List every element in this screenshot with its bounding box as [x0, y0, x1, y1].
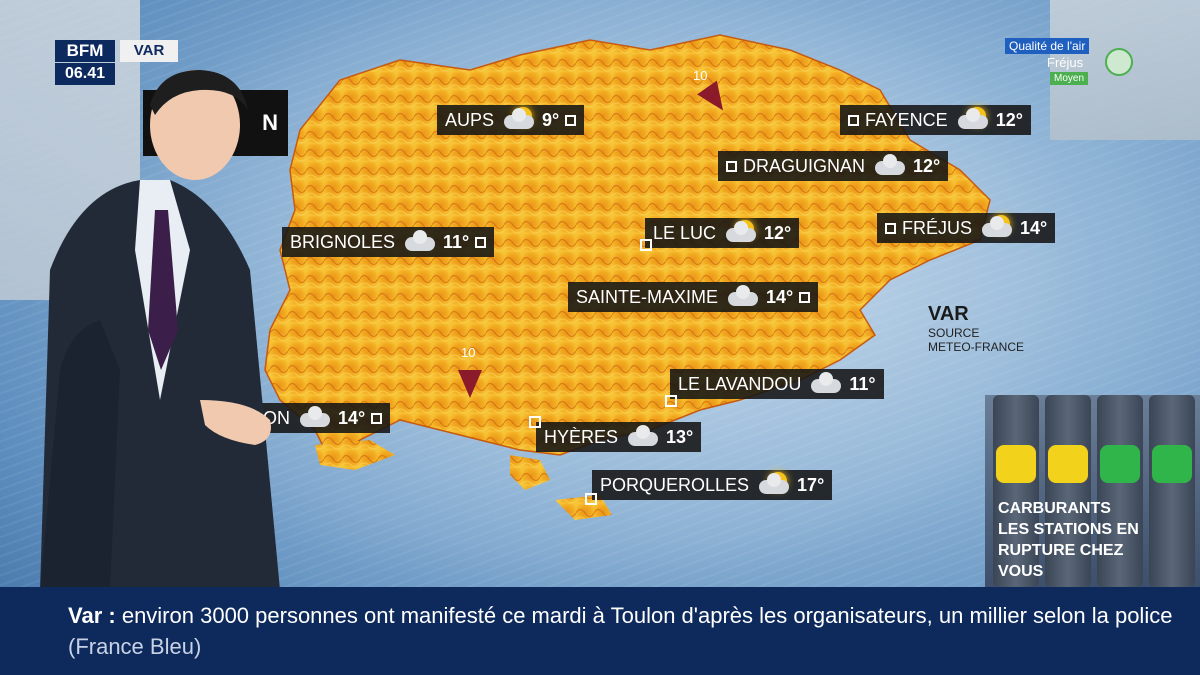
- west-cape: [315, 440, 395, 470]
- cloud-icon: [624, 425, 660, 448]
- city-temperature: 17°: [797, 474, 825, 495]
- source-name: METEO-FRANCE: [928, 340, 1024, 354]
- air-quality-widget: Qualité de l'air Fréjus Moyen: [1005, 38, 1133, 88]
- promo-line: LES STATIONS EN: [998, 521, 1139, 538]
- fuel-pump-icon: [1097, 395, 1143, 587]
- city-location-marker: [640, 239, 652, 251]
- city-tile-frejus: FRÉJUS 14°: [877, 213, 1056, 243]
- ticker-headline: environ 3000 personnes ont manifesté ce …: [121, 603, 1173, 628]
- channel-region: VAR: [120, 40, 178, 62]
- city-temperature: 12°: [995, 109, 1023, 130]
- city-temperature: 11°: [849, 373, 876, 394]
- city-location-marker: [848, 114, 859, 126]
- sun-cloud-icon: [954, 107, 990, 131]
- city-name: FAYENCE: [865, 109, 948, 130]
- city-temperature: 12°: [764, 222, 792, 243]
- city-name: AUPS: [445, 109, 495, 130]
- city-name: LE LUC: [653, 222, 717, 243]
- news-promo-tile[interactable]: [985, 395, 1200, 587]
- city-temperature: 14°: [1020, 217, 1048, 238]
- city-temperature: 14°: [338, 407, 366, 428]
- city-tile-aups: AUPS 9°: [437, 105, 585, 135]
- city-tile-le-luc: LE LUC 12°: [645, 218, 800, 248]
- ticker-label: Var :: [68, 603, 116, 628]
- broadcast-clock: 06.41: [55, 63, 115, 85]
- sun-cloud-icon: [755, 472, 791, 496]
- neutral-face-icon: [1105, 48, 1133, 76]
- cloud-icon: [807, 372, 843, 395]
- city-location-marker: [475, 236, 487, 248]
- cloud-icon: [296, 406, 332, 429]
- city-location-marker: [585, 493, 597, 505]
- fuel-pump-icon: [993, 395, 1039, 587]
- ticker-text: Var : environ 3000 personnes ont manifes…: [68, 600, 1188, 662]
- promo-line: RUPTURE CHEZ: [998, 542, 1124, 559]
- source-label: SOURCE: [928, 326, 980, 340]
- sun-cloud-icon: [978, 215, 1014, 239]
- wind-speed-label: 10: [461, 345, 476, 360]
- city-location-marker: [529, 416, 541, 428]
- city-name: SAINTE-MAXIME: [576, 286, 719, 307]
- city-temperature: 14°: [766, 286, 794, 307]
- city-temperature: 11°: [443, 231, 470, 252]
- wind-arrow-icon: [458, 370, 482, 398]
- map-legend: VAR SOURCE METEO-FRANCE: [928, 303, 1024, 354]
- fuel-pump-icon: [1149, 395, 1195, 587]
- promo-headline: CARBURANTS LES STATIONS EN RUPTURE CHEZ …: [998, 498, 1188, 582]
- city-location-marker: [799, 291, 811, 303]
- fuel-pump-icon: [1045, 395, 1091, 587]
- city-name: BRIGNOLES: [290, 231, 396, 252]
- city-location-marker: [885, 222, 896, 234]
- city-name: LE LAVANDOU: [678, 373, 802, 394]
- news-ticker: [0, 587, 1200, 675]
- city-tile-hyeres: HYÈRES 13°: [536, 422, 702, 452]
- cloud-icon: [871, 154, 907, 177]
- city-location-marker: [665, 395, 677, 407]
- legend-title: VAR: [928, 303, 969, 325]
- city-name: FRÉJUS: [902, 217, 973, 238]
- city-temperature: 12°: [913, 155, 941, 176]
- air-quality-title: Qualité de l'air: [1005, 38, 1090, 54]
- city-tile-sainte-maxime: SAINTE-MAXIME 14°: [568, 282, 819, 312]
- city-tile-fayence: FAYENCE 12°: [840, 105, 1031, 135]
- wind-speed-label: 10: [693, 68, 708, 83]
- sun-cloud-icon: [722, 220, 758, 244]
- city-tile-toulon: ON 14°: [255, 403, 391, 433]
- city-tile-porquerolles: PORQUEROLLES 17°: [592, 470, 833, 500]
- ticker-source: (France Bleu): [68, 634, 202, 659]
- presenter: [40, 70, 280, 590]
- city-name: PORQUEROLLES: [600, 474, 750, 495]
- city-name: HYÈRES: [544, 426, 619, 447]
- city-tile-draguignan: DRAGUIGNAN 12°: [718, 151, 949, 181]
- city-temperature: 13°: [666, 426, 694, 447]
- city-tile-brignoles: BRIGNOLES 11°: [282, 227, 495, 257]
- promo-line: CARBURANTS: [998, 500, 1111, 517]
- cloud-icon: [724, 285, 760, 308]
- promo-line: VOUS: [998, 563, 1044, 580]
- city-location-marker: [726, 160, 737, 172]
- hyeres-peninsula: [510, 455, 550, 490]
- city-location-marker: [371, 412, 383, 424]
- channel-logo: BFM: [55, 40, 115, 62]
- city-temperature: 9°: [542, 109, 560, 130]
- air-quality-city: Fréjus: [1047, 55, 1084, 70]
- cloud-icon: [401, 230, 437, 253]
- air-quality-level: Moyen: [1050, 72, 1089, 85]
- city-location-marker: [565, 114, 577, 126]
- porquerolles-island: [555, 495, 612, 520]
- sun-cloud-icon: [500, 107, 536, 131]
- city-tile-le-lavandou: LE LAVANDOU 11°: [670, 369, 884, 399]
- city-name: DRAGUIGNAN: [743, 155, 866, 176]
